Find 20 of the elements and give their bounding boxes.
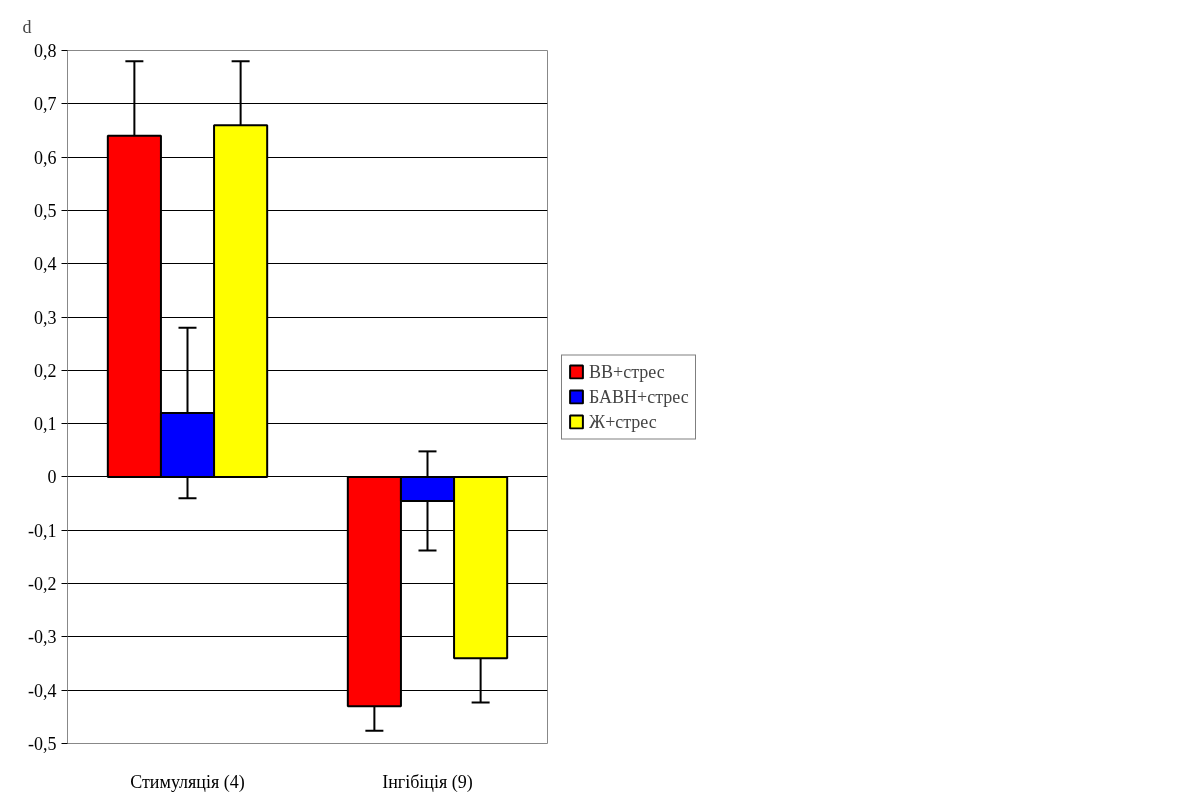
legend-label: ВВ+стрес	[589, 361, 665, 382]
y-tick-label: -0,5	[28, 734, 57, 754]
y-tick-label: 0,1	[34, 414, 57, 435]
y-tick-label: 0,2	[34, 360, 57, 381]
y-tick-label: 0,5	[34, 200, 57, 221]
x-tick-label: Стимуляція (4)	[130, 771, 245, 793]
y-tick-label: 0,6	[34, 147, 57, 168]
y-tick-label: -0,3	[28, 627, 57, 648]
legend-label: Ж+стрес	[589, 411, 657, 432]
x-tick-label: Інгібіція (9)	[382, 771, 473, 793]
y-tick-label: -0,4	[28, 680, 57, 701]
y-tick-label: 0,7	[34, 94, 57, 115]
y-axis-title: d	[22, 16, 32, 37]
y-tick-label: -0,2	[28, 574, 57, 595]
y-tick-label: -0,1	[28, 520, 57, 541]
y-tick-label: 0	[47, 467, 57, 488]
y-tick-label: 0,4	[34, 254, 57, 275]
y-tick-label: 0,3	[34, 307, 57, 328]
y-tick-label: 0,8	[34, 41, 57, 61]
legend-label: БАВН+стрес	[589, 386, 689, 407]
